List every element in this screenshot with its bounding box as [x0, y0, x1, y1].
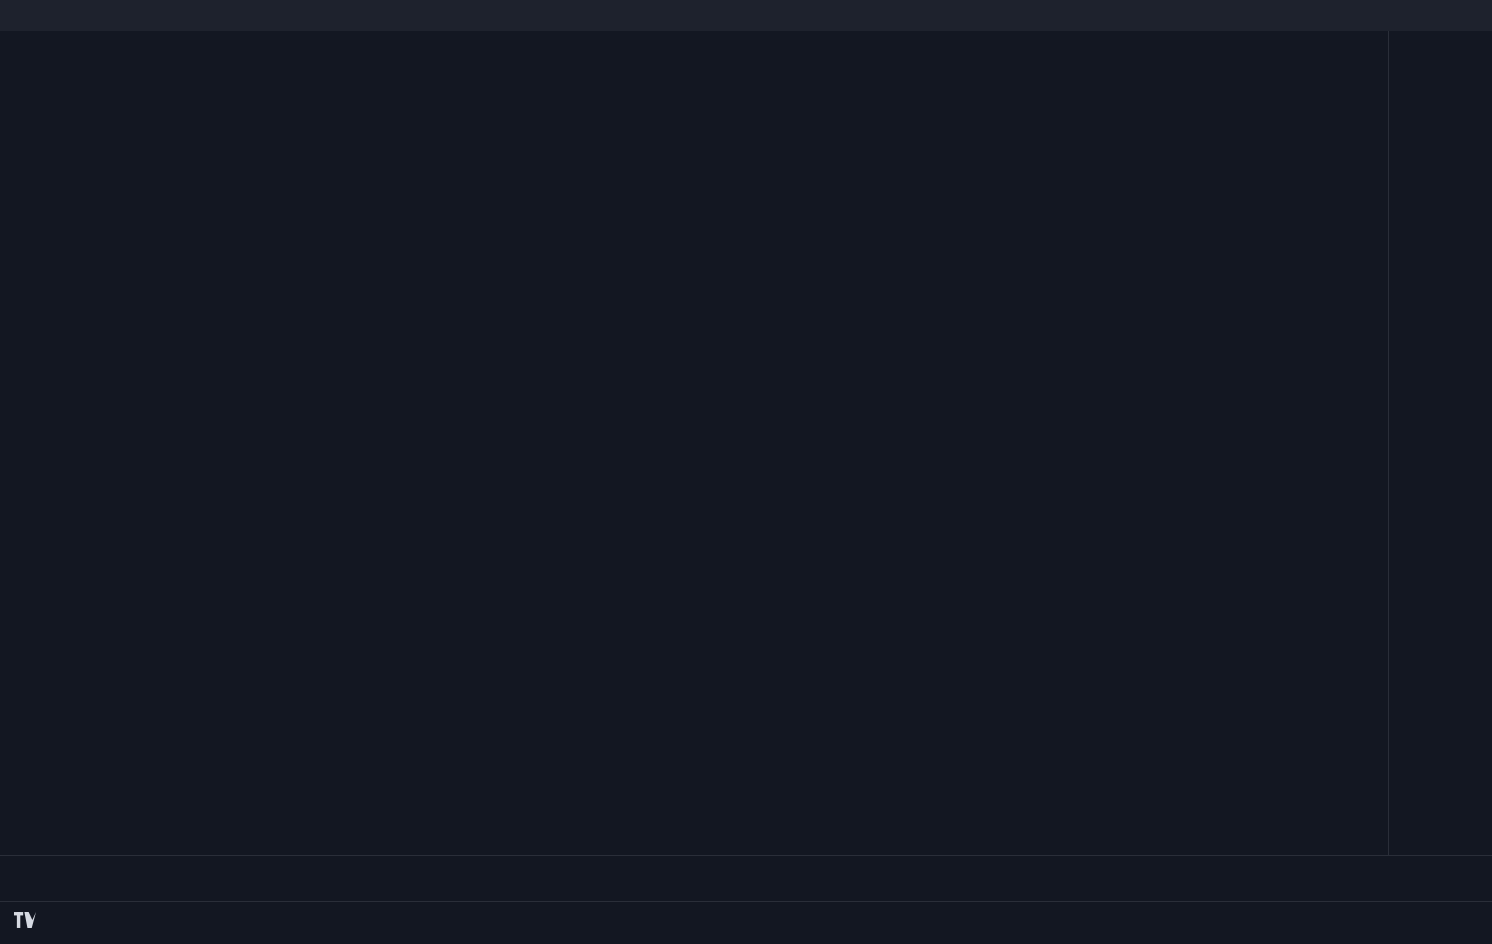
legend-item-highs-lows[interactable]: [18, 34, 25, 54]
time-axis[interactable]: [0, 856, 1492, 901]
footer-bar: [0, 901, 1492, 944]
legend-item-ema[interactable]: [18, 54, 25, 74]
tradingview-logo[interactable]: [14, 912, 44, 928]
legend-item-ma-red[interactable]: [18, 74, 25, 94]
legend-item-ma-white[interactable]: [18, 94, 25, 114]
chart-plot-area[interactable]: [0, 31, 1388, 855]
tradingview-mark-icon: [14, 912, 36, 928]
price-axis[interactable]: [1389, 31, 1492, 855]
price-axis-divider: [1388, 31, 1389, 855]
legend-item-vrvp[interactable]: [18, 114, 25, 134]
publisher-bar: [0, 0, 1492, 31]
time-axis-divider: [0, 855, 1492, 856]
candlestick-layer: [0, 31, 1388, 855]
indicator-legend: [18, 34, 25, 134]
